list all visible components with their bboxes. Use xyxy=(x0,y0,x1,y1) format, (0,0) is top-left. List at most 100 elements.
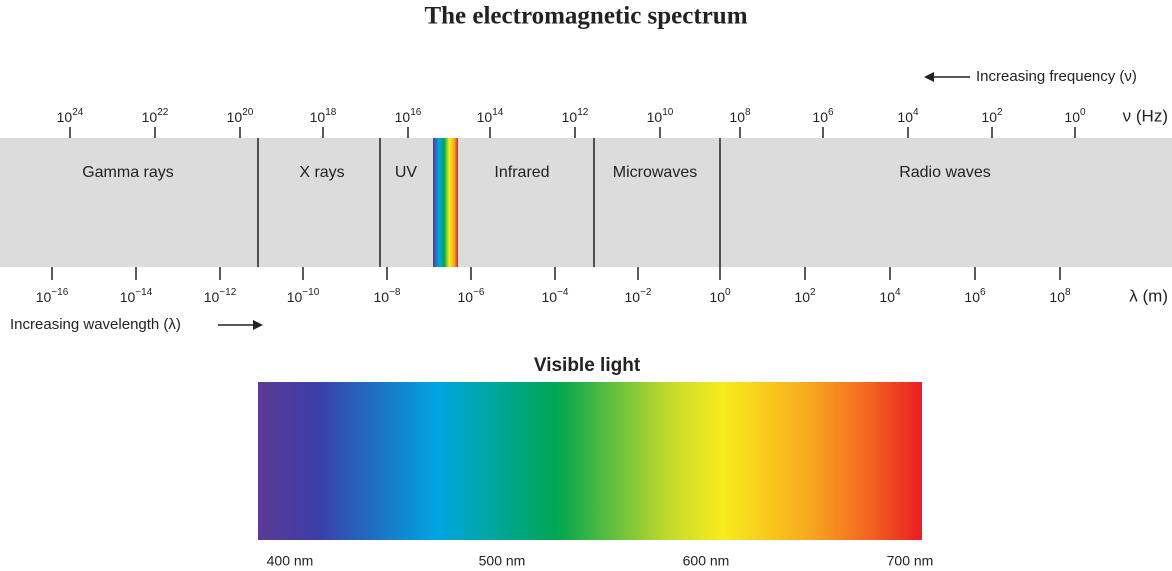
frequency-label-exponent: 18 xyxy=(325,107,337,118)
wavelength-label-exponent: −14 xyxy=(135,287,152,298)
frequency-label-base: 10 xyxy=(981,109,997,125)
band-label: Infrared xyxy=(494,164,549,181)
nm-label: 400 nm xyxy=(267,553,314,569)
band-label: Microwaves xyxy=(613,164,697,181)
frequency-arrowhead xyxy=(924,72,934,82)
wavelength-label-exponent: −8 xyxy=(389,287,401,298)
frequency-label-exponent: 22 xyxy=(157,107,169,118)
frequency-label-exponent: 6 xyxy=(828,107,834,118)
frequency-label: 104 xyxy=(897,107,919,125)
nm-label: 700 nm xyxy=(887,553,934,569)
wavelength-label-exponent: 8 xyxy=(1065,287,1071,298)
band-label: UV xyxy=(395,164,418,181)
wavelength-label-base: 10 xyxy=(287,289,303,305)
wavelength-label-exponent: 0 xyxy=(725,287,731,298)
frequency-label: 1014 xyxy=(477,107,504,125)
wavelength-label-exponent: −16 xyxy=(51,287,68,298)
frequency-label-exponent: 20 xyxy=(242,107,254,118)
wavelength-label: 106 xyxy=(964,287,986,305)
band-label: X rays xyxy=(299,164,344,181)
frequency-label-base: 10 xyxy=(227,109,243,125)
wavelength-label: 10−8 xyxy=(374,287,401,305)
frequency-label-base: 10 xyxy=(477,109,493,125)
frequency-label: 102 xyxy=(981,107,1003,125)
frequency-label-exponent: 8 xyxy=(745,107,751,118)
frequency-label: 1024 xyxy=(57,107,84,125)
frequency-label-exponent: 10 xyxy=(662,107,674,118)
frequency-label: 1016 xyxy=(395,107,422,125)
wavelength-label-exponent: −12 xyxy=(219,287,236,298)
wavelength-label-base: 10 xyxy=(625,289,641,305)
wavelength-label: 100 xyxy=(709,287,731,305)
frequency-label-base: 10 xyxy=(1064,109,1080,125)
frequency-label-base: 10 xyxy=(729,109,745,125)
wavelength-unit: λ (m) xyxy=(1129,286,1168,305)
wavelength-label-base: 10 xyxy=(709,289,725,305)
frequency-label: 1018 xyxy=(310,107,337,125)
wavelength-label: 10−10 xyxy=(287,287,320,305)
wavelength-label-exponent: −4 xyxy=(557,287,569,298)
wavelength-label: 108 xyxy=(1049,287,1071,305)
visible-strip xyxy=(433,138,458,267)
wavelength-label: 104 xyxy=(879,287,901,305)
frequency-label: 106 xyxy=(812,107,834,125)
band-label: Gamma rays xyxy=(82,164,174,181)
visible-gradient xyxy=(258,382,922,540)
frequency-label-base: 10 xyxy=(57,109,73,125)
wavelength-label-base: 10 xyxy=(794,289,810,305)
wavelength-label-exponent: 2 xyxy=(810,287,816,298)
wavelength-label-base: 10 xyxy=(204,289,220,305)
wavelength-label-base: 10 xyxy=(964,289,980,305)
frequency-label-exponent: 16 xyxy=(410,107,422,118)
wavelength-label-exponent: −2 xyxy=(640,287,652,298)
wavelength-label-base: 10 xyxy=(458,289,474,305)
frequency-label: 1022 xyxy=(142,107,169,125)
band-label: Radio waves xyxy=(899,164,991,181)
wavelength-direction: Increasing wavelength (λ) xyxy=(10,316,181,333)
frequency-label: 100 xyxy=(1064,107,1086,125)
wavelength-label-exponent: −6 xyxy=(473,287,485,298)
title: The electromagnetic spectrum xyxy=(424,3,747,30)
wavelength-label-exponent: 6 xyxy=(980,287,986,298)
wavelength-label-base: 10 xyxy=(374,289,390,305)
frequency-label-base: 10 xyxy=(395,109,411,125)
frequency-label-exponent: 4 xyxy=(913,107,919,118)
wavelength-label-base: 10 xyxy=(36,289,52,305)
nm-label: 500 nm xyxy=(479,553,526,569)
wavelength-label-base: 10 xyxy=(879,289,895,305)
wavelength-label: 10−4 xyxy=(542,287,569,305)
frequency-label-base: 10 xyxy=(310,109,326,125)
frequency-direction: Increasing frequency (ν) xyxy=(976,68,1137,85)
wavelength-label: 102 xyxy=(794,287,816,305)
wavelength-label: 10−16 xyxy=(36,287,69,305)
frequency-label-base: 10 xyxy=(647,109,663,125)
wavelength-label-base: 10 xyxy=(542,289,558,305)
frequency-label: 1012 xyxy=(562,107,589,125)
wavelength-arrowhead xyxy=(253,320,263,330)
wavelength-label: 10−2 xyxy=(625,287,652,305)
wavelength-label-exponent: −10 xyxy=(302,287,319,298)
frequency-label-base: 10 xyxy=(142,109,158,125)
frequency-label-base: 10 xyxy=(897,109,913,125)
frequency-label-exponent: 14 xyxy=(492,107,504,118)
frequency-label-exponent: 0 xyxy=(1080,107,1086,118)
frequency-label-exponent: 2 xyxy=(997,107,1003,118)
wavelength-label-exponent: 4 xyxy=(895,287,901,298)
frequency-label-exponent: 24 xyxy=(72,107,84,118)
wavelength-label: 10−12 xyxy=(204,287,237,305)
frequency-label-base: 10 xyxy=(562,109,578,125)
frequency-unit: ν (Hz) xyxy=(1123,106,1168,125)
wavelength-label-base: 10 xyxy=(1049,289,1065,305)
wavelength-label: 10−6 xyxy=(458,287,485,305)
frequency-label: 108 xyxy=(729,107,751,125)
spectrum-band xyxy=(0,138,1172,267)
frequency-label: 1020 xyxy=(227,107,254,125)
frequency-label-base: 10 xyxy=(812,109,828,125)
wavelength-label-base: 10 xyxy=(120,289,136,305)
nm-label: 600 nm xyxy=(683,553,730,569)
frequency-label: 1010 xyxy=(647,107,674,125)
frequency-label-exponent: 12 xyxy=(577,107,589,118)
wavelength-label: 10−14 xyxy=(120,287,153,305)
visible-title: Visible light xyxy=(534,355,641,376)
